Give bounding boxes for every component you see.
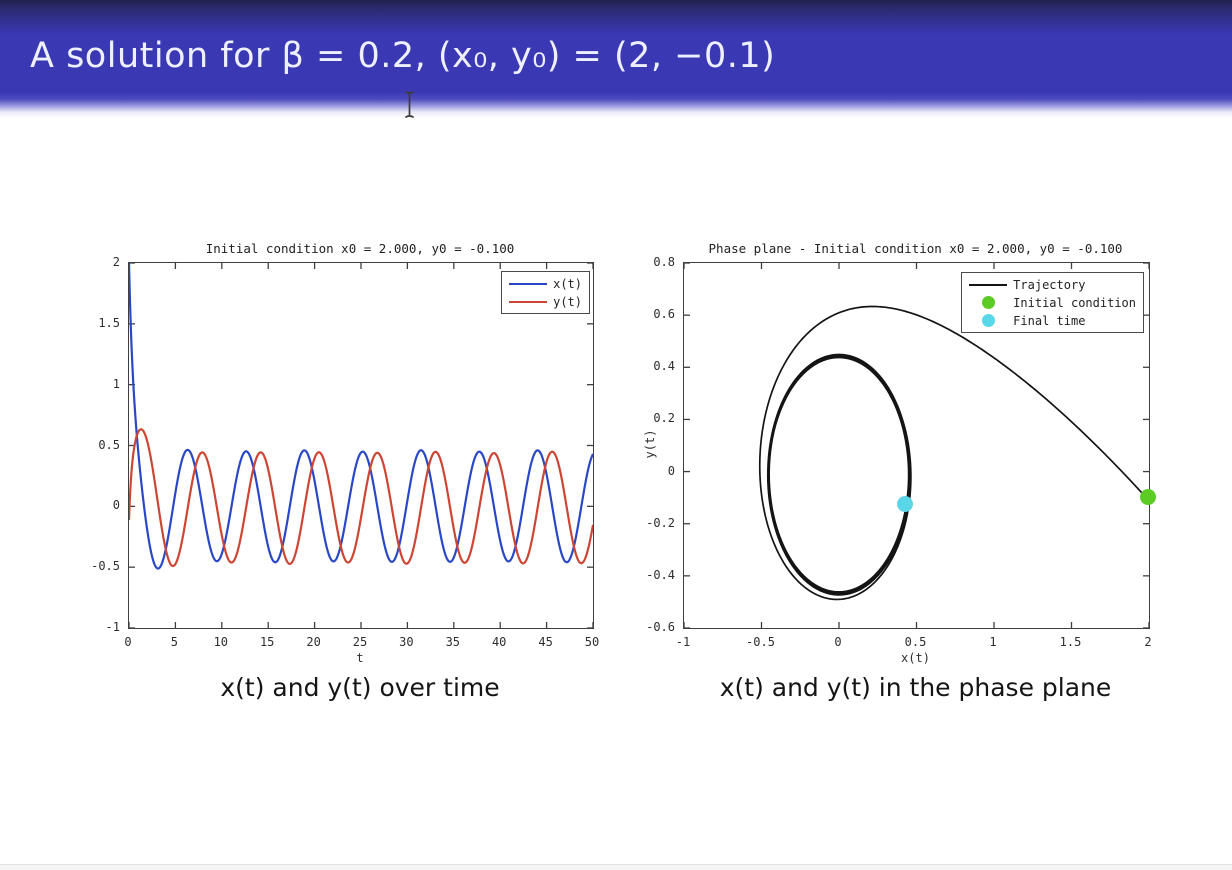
time-series-x-tick-label: 5 (170, 635, 178, 649)
time-series-caption: x(t) and y(t) over time (220, 673, 500, 702)
legend-item-initial-condition: Initial condition (969, 295, 1136, 310)
final-time-marker (896, 496, 913, 513)
legend-label-x: x(t) (553, 276, 582, 291)
phase-plane-y-tick-label: -0.2 (646, 515, 675, 530)
phase-plane-xlabel: x(t) (901, 651, 930, 665)
phase-plane-caption: x(t) and y(t) in the phase plane (719, 673, 1112, 702)
time-series-legend: x(t) y(t) (501, 271, 590, 314)
trajectory-line-swatch (969, 283, 1008, 286)
phase-plane-y-tick-label: -0.6 (646, 620, 675, 634)
initial-condition-dot-swatch (982, 296, 996, 309)
time-series-x-tick-label: 20 (306, 635, 321, 649)
phase-plane-y-tick-label: 0 (667, 463, 675, 478)
initial-condition-marker (1140, 488, 1156, 505)
time-series-x-tick-label: 15 (259, 635, 275, 649)
legend-item-final-time: Final time (969, 313, 1136, 328)
legend-label-final-time: Final time (1013, 313, 1086, 328)
legend-item-x: x(t) (509, 276, 582, 291)
phase-plane-x-tick-label: -0.5 (746, 635, 775, 649)
time-series-x-tick-label: 25 (352, 635, 368, 649)
time-series-y-tick-label: -1 (105, 620, 120, 634)
y-line-swatch (509, 300, 548, 303)
legend-item-y: y(t) (509, 294, 582, 309)
time-series-y-tick-label: 1 (112, 376, 120, 391)
time-series-y-tick-label: 2 (112, 255, 120, 269)
legend-label-initial-condition: Initial condition (1013, 295, 1136, 310)
slide-title: A solution for β = 0.2, (x₀, y₀) = (2, −… (30, 36, 776, 76)
time-series-y-tick-label: -0.5 (91, 559, 120, 574)
phase-plane-x-tick-label: -1 (675, 635, 691, 649)
final-time-dot-swatch (982, 314, 996, 327)
bottom-edge (0, 864, 1232, 870)
legend-item-trajectory: Trajectory (969, 277, 1136, 292)
time-series-x-tick-label: 45 (538, 635, 553, 649)
phase-plane-x-tick-label: 0 (834, 635, 842, 649)
i-beam-cursor (404, 90, 415, 123)
phase-plane-plot-title: Phase plane - Initial condition x0 = 2.0… (708, 241, 1123, 256)
time-series-x-tick-label: 30 (399, 635, 414, 649)
slide-title-bar: A solution for β = 0.2, (x₀, y₀) = (2, −… (0, 0, 1232, 118)
time-series-x-tick-label: 50 (584, 635, 600, 649)
time-series-y-tick-label: 1.5 (98, 315, 120, 330)
time-series-x-tick-label: 35 (445, 635, 461, 649)
time-series-canvas (129, 263, 593, 628)
phase-plane-y-tick-label: 0.8 (653, 255, 675, 269)
phase-plane-y-tick-label: -0.4 (646, 567, 675, 582)
phase-plane-x-tick-label: 1 (989, 635, 997, 649)
time-series-x-tick-label: 40 (491, 635, 507, 649)
time-series-x-tick-label: 0 (124, 635, 132, 649)
phase-plane-y-tick-label: 0.2 (653, 411, 675, 426)
time-series-plot-area: x(t) y(t) (128, 262, 594, 629)
phase-plane-plot-area: Trajectory Initial condition Final time (683, 262, 1150, 629)
time-series-x-tick-label: 10 (213, 635, 229, 649)
phase-plane-y-tick-label: 0.6 (653, 307, 675, 322)
phase-plane-x-tick-label: 2 (1144, 635, 1152, 649)
time-series-y-tick-label: 0.5 (98, 437, 120, 452)
phase-plane-x-tick-label: 0.5 (904, 635, 927, 649)
phase-plane-legend: Trajectory Initial condition Final time (961, 272, 1144, 333)
time-series-plot-title: Initial condition x0 = 2.000, y0 = -0.10… (205, 241, 515, 256)
time-series-xlabel: t (356, 651, 364, 665)
phase-plane-ylabel: y(t) (643, 429, 657, 459)
legend-label-trajectory: Trajectory (1013, 277, 1086, 292)
x-line-swatch (509, 282, 548, 285)
phase-plane-y-tick-label: 0.4 (653, 359, 675, 374)
phase-plane-x-tick-label: 1.5 (1059, 635, 1082, 649)
time-series-y-tick-label: 0 (112, 498, 120, 513)
legend-label-y: y(t) (553, 294, 582, 309)
